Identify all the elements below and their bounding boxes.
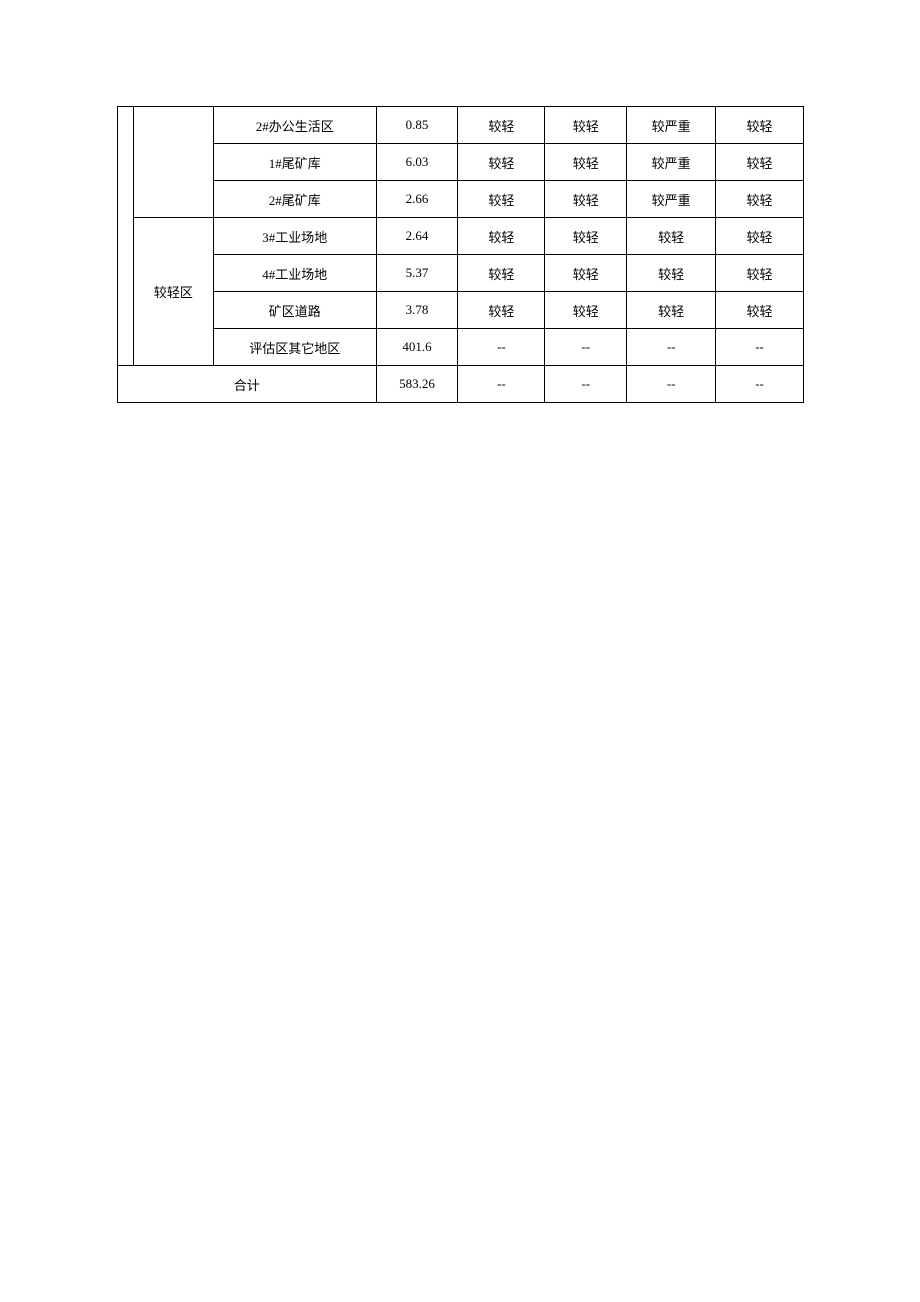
score-cell: 较轻 bbox=[458, 292, 545, 329]
score-cell: 较轻 bbox=[545, 144, 627, 181]
score-cell: 较轻 bbox=[627, 292, 716, 329]
table-row: 2#办公生活区 0.85 较轻 较轻 较严重 较轻 bbox=[118, 107, 804, 144]
score-cell: 较轻 bbox=[716, 107, 804, 144]
table-row: 较轻区 3#工业场地 2.64 较轻 较轻 较轻 较轻 bbox=[118, 218, 804, 255]
site-cell: 1#尾矿库 bbox=[213, 144, 376, 181]
site-cell: 2#办公生活区 bbox=[213, 107, 376, 144]
value-cell: 5.37 bbox=[376, 255, 458, 292]
region-cell-lightarea: 较轻区 bbox=[133, 218, 213, 366]
score-cell: -- bbox=[716, 366, 804, 403]
score-cell: -- bbox=[458, 366, 545, 403]
score-cell: -- bbox=[716, 329, 804, 366]
score-cell: 较轻 bbox=[458, 255, 545, 292]
score-cell: -- bbox=[627, 366, 716, 403]
score-cell: 较轻 bbox=[458, 144, 545, 181]
score-cell: -- bbox=[627, 329, 716, 366]
score-cell: 较严重 bbox=[627, 144, 716, 181]
site-cell: 评估区其它地区 bbox=[213, 329, 376, 366]
table-row: 1#尾矿库 6.03 较轻 较轻 较严重 较轻 bbox=[118, 144, 804, 181]
value-cell: 3.78 bbox=[376, 292, 458, 329]
score-cell: 较严重 bbox=[627, 107, 716, 144]
score-cell: 较轻 bbox=[545, 255, 627, 292]
score-cell: 较轻 bbox=[458, 107, 545, 144]
site-cell: 矿区道路 bbox=[213, 292, 376, 329]
site-cell: 4#工业场地 bbox=[213, 255, 376, 292]
total-value-cell: 583.26 bbox=[376, 366, 458, 403]
score-cell: 较轻 bbox=[545, 292, 627, 329]
value-cell: 2.66 bbox=[376, 181, 458, 218]
score-cell: 较轻 bbox=[627, 255, 716, 292]
site-cell: 2#尾矿库 bbox=[213, 181, 376, 218]
value-cell: 2.64 bbox=[376, 218, 458, 255]
score-cell: 较轻 bbox=[627, 218, 716, 255]
score-cell: 较轻 bbox=[458, 218, 545, 255]
score-cell: -- bbox=[458, 329, 545, 366]
site-cell: 3#工业场地 bbox=[213, 218, 376, 255]
region-cell-upper bbox=[133, 107, 213, 218]
table-row: 4#工业场地 5.37 较轻 较轻 较轻 较轻 bbox=[118, 255, 804, 292]
value-cell: 6.03 bbox=[376, 144, 458, 181]
score-cell: -- bbox=[545, 329, 627, 366]
table-row: 评估区其它地区 401.6 -- -- -- -- bbox=[118, 329, 804, 366]
table-total-row: 合计 583.26 -- -- -- -- bbox=[118, 366, 804, 403]
table-row: 矿区道路 3.78 较轻 较轻 较轻 较轻 bbox=[118, 292, 804, 329]
score-cell: -- bbox=[545, 366, 627, 403]
score-cell: 较轻 bbox=[716, 218, 804, 255]
total-label-cell: 合计 bbox=[118, 366, 377, 403]
score-cell: 较严重 bbox=[627, 181, 716, 218]
assessment-table: 2#办公生活区 0.85 较轻 较轻 较严重 较轻 1#尾矿库 6.03 较轻 … bbox=[117, 106, 804, 403]
score-cell: 较轻 bbox=[545, 218, 627, 255]
score-cell: 较轻 bbox=[545, 107, 627, 144]
value-cell: 0.85 bbox=[376, 107, 458, 144]
table-row: 2#尾矿库 2.66 较轻 较轻 较严重 较轻 bbox=[118, 181, 804, 218]
value-cell: 401.6 bbox=[376, 329, 458, 366]
score-cell: 较轻 bbox=[716, 144, 804, 181]
score-cell: 较轻 bbox=[716, 181, 804, 218]
stub-cell bbox=[118, 107, 134, 366]
score-cell: 较轻 bbox=[458, 181, 545, 218]
score-cell: 较轻 bbox=[716, 255, 804, 292]
score-cell: 较轻 bbox=[716, 292, 804, 329]
score-cell: 较轻 bbox=[545, 181, 627, 218]
